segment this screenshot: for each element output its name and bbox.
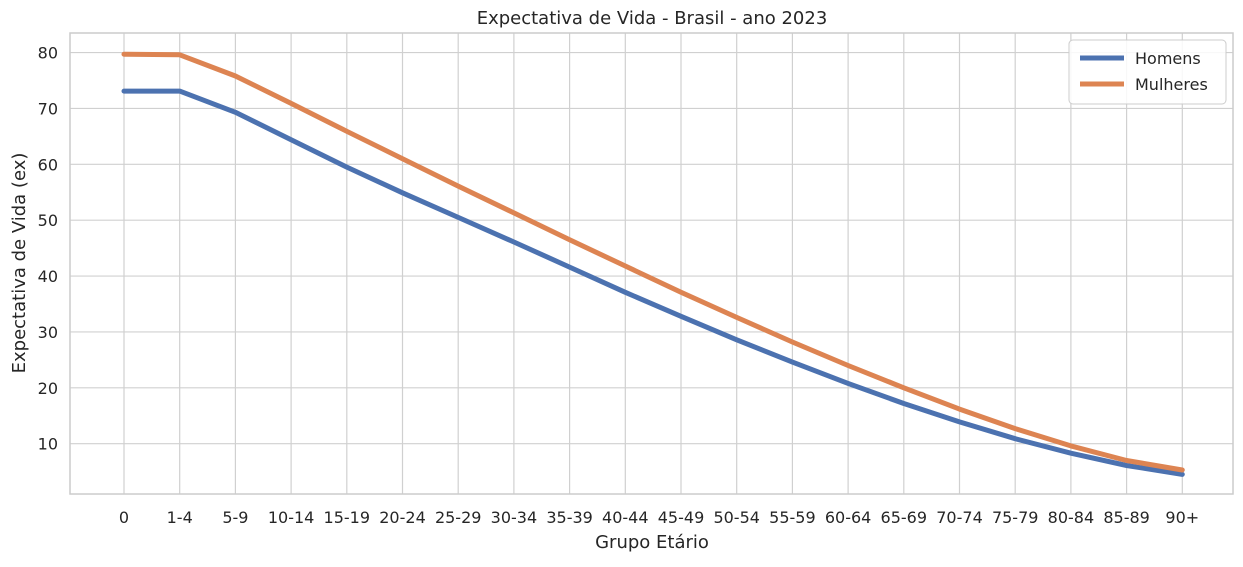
x-tick-label: 75-79: [992, 508, 1039, 527]
y-tick-label: 20: [38, 379, 58, 398]
x-tick-label: 60-64: [825, 508, 872, 527]
plot-frame: [69, 32, 1234, 495]
x-tick-label: 35-39: [546, 508, 593, 527]
x-tick-label: 20-24: [379, 508, 426, 527]
x-tick-label: 50-54: [713, 508, 760, 527]
y-tick-label: 70: [38, 99, 58, 118]
y-axis-label: Expectativa de Vida (ex): [9, 153, 30, 374]
y-tick-label: 30: [38, 323, 58, 342]
series-lines: [121, 51, 1185, 477]
x-tick-label: 80-84: [1048, 508, 1095, 527]
y-tick-label: 10: [38, 435, 58, 454]
grid: [70, 33, 1233, 494]
y-tick-labels: 10 20 30 40 50 60 70 80: [38, 44, 58, 454]
x-tick-label: 30-34: [491, 508, 538, 527]
x-tick-label: 25-29: [435, 508, 482, 527]
x-tick-label: 85-89: [1103, 508, 1150, 527]
x-axis-label: Grupo Etário: [595, 532, 709, 553]
y-tick-label: 60: [38, 155, 58, 174]
x-tick-label: 55-59: [769, 508, 816, 527]
x-tick-label: 90+: [1165, 508, 1199, 527]
x-tick-label: 10-14: [268, 508, 315, 527]
x-tick-label: 1-4: [167, 508, 193, 527]
series-line-homens: [121, 88, 1185, 477]
y-tick-label: 50: [38, 211, 58, 230]
legend-label-mulheres: Mulheres: [1135, 75, 1208, 94]
x-tick-label: 70-74: [936, 508, 983, 527]
legend: Homens Mulheres: [1068, 39, 1227, 105]
series-line-mulheres: [121, 51, 1185, 473]
x-tick-label: 65-69: [881, 508, 928, 527]
legend-label-homens: Homens: [1135, 49, 1201, 68]
x-tick-label: 15-19: [324, 508, 371, 527]
x-tick-label: 45-49: [658, 508, 705, 527]
x-tick-label: 0: [119, 508, 129, 527]
x-tick-label: 5-9: [222, 508, 248, 527]
y-tick-label: 40: [38, 267, 58, 286]
x-tick-labels: 0 1-4 5-9 10-14 15-19 20-24 25-29 30-34 35-39 40-…: [119, 508, 1199, 527]
chart-title: Expectativa de Vida - Brasil - ano 2023: [477, 8, 828, 29]
y-tick-label: 80: [38, 44, 58, 63]
x-tick-label: 40-44: [602, 508, 649, 527]
